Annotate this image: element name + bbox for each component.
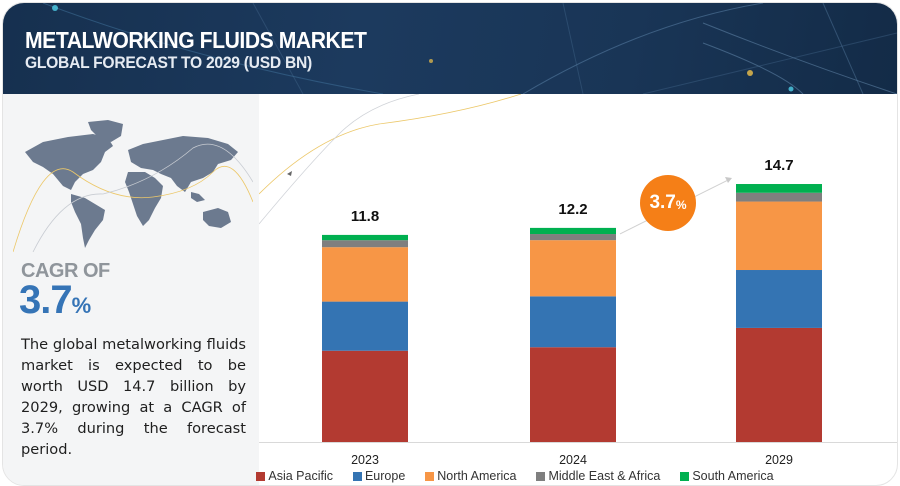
growth-arrow-head-icon xyxy=(725,177,732,184)
legend-swatch xyxy=(425,471,435,481)
bar-segment-north-america-2024 xyxy=(530,240,616,297)
bar-segment-north-america-2023 xyxy=(322,247,408,302)
growth-cagr-bubble: 3.7% xyxy=(640,175,696,231)
bar-segment-asia-pacific-2023 xyxy=(322,350,408,442)
chart-legend: Asia Pacific Europe North America Middle Ea… xyxy=(0,468,900,484)
legend-item-middle-east-africa: Middle East & Africa xyxy=(536,468,660,484)
bar-segment-middle-east-africa-2024 xyxy=(530,234,616,241)
growth-cagr-value: 3.7 xyxy=(649,192,676,213)
decor-arrow-icon xyxy=(287,171,292,176)
bar-total-label: 11.8 xyxy=(351,208,379,225)
bar-segment-europe-2024 xyxy=(530,296,616,348)
stacked-bar-chart: 11.8 2023 12.2 2024 14.7 2029 xyxy=(259,94,897,467)
banner-decoration xyxy=(42,3,897,94)
x-tick-label: 2023 xyxy=(351,453,379,467)
growth-cagr-unit: % xyxy=(675,198,687,212)
bar-segment-asia-pacific-2029 xyxy=(736,327,822,442)
legend-label: Europe xyxy=(364,469,406,483)
bar-segment-south-america-2029 xyxy=(736,184,822,193)
bar-segment-south-america-2024 xyxy=(530,227,616,235)
legend-swatch xyxy=(680,471,690,481)
bar-segment-middle-east-africa-2023 xyxy=(322,240,408,248)
legend-item-asia-pacific: Asia Pacific xyxy=(256,468,333,484)
bar-total-label: 14.7 xyxy=(764,157,793,174)
legend-label: South America xyxy=(692,469,774,483)
legend-label: Middle East & Africa xyxy=(548,469,661,483)
legend-item-north-america: North America xyxy=(425,468,516,484)
legend-label: Asia Pacific xyxy=(268,469,333,483)
page-subtitle: GLOBAL FORECAST TO 2029 (USD BN) xyxy=(25,53,312,72)
cagr-value: 3.7% xyxy=(19,278,92,323)
header-banner: METALWORKING FLUIDS MARKET GLOBAL FORECA… xyxy=(3,3,897,94)
bar-segment-middle-east-africa-2029 xyxy=(736,192,822,202)
legend-label: North America xyxy=(437,469,517,483)
x-tick-label: 2029 xyxy=(765,453,793,467)
bar-segment-north-america-2029 xyxy=(736,201,822,271)
decor-curve-gold xyxy=(259,94,522,195)
cagr-label: CAGR OF xyxy=(21,260,110,282)
summary-panel: CAGR OF 3.7% The global metalworking flu… xyxy=(3,94,259,485)
bar-segment-south-america-2023 xyxy=(322,234,408,241)
market-description: The global metalworking fluids market is… xyxy=(21,336,246,458)
bar-segment-europe-2023 xyxy=(322,301,408,351)
legend-swatch xyxy=(536,471,546,481)
cagr-number: 3.7 xyxy=(19,278,73,322)
decor-curve-gray xyxy=(259,94,420,225)
x-tick-label: 2024 xyxy=(559,453,587,467)
bar-segment-asia-pacific-2024 xyxy=(530,347,616,442)
cagr-unit: % xyxy=(71,293,92,318)
legend-item-south-america: South America xyxy=(680,468,774,484)
world-map-icon xyxy=(13,120,253,252)
legend-swatch xyxy=(352,471,362,481)
legend-swatch xyxy=(256,471,266,481)
page-title: METALWORKING FLUIDS MARKET xyxy=(25,27,367,53)
bar-segment-europe-2029 xyxy=(736,270,822,328)
legend-item-europe: Europe xyxy=(352,468,406,484)
bar-total-label: 12.2 xyxy=(558,201,587,218)
